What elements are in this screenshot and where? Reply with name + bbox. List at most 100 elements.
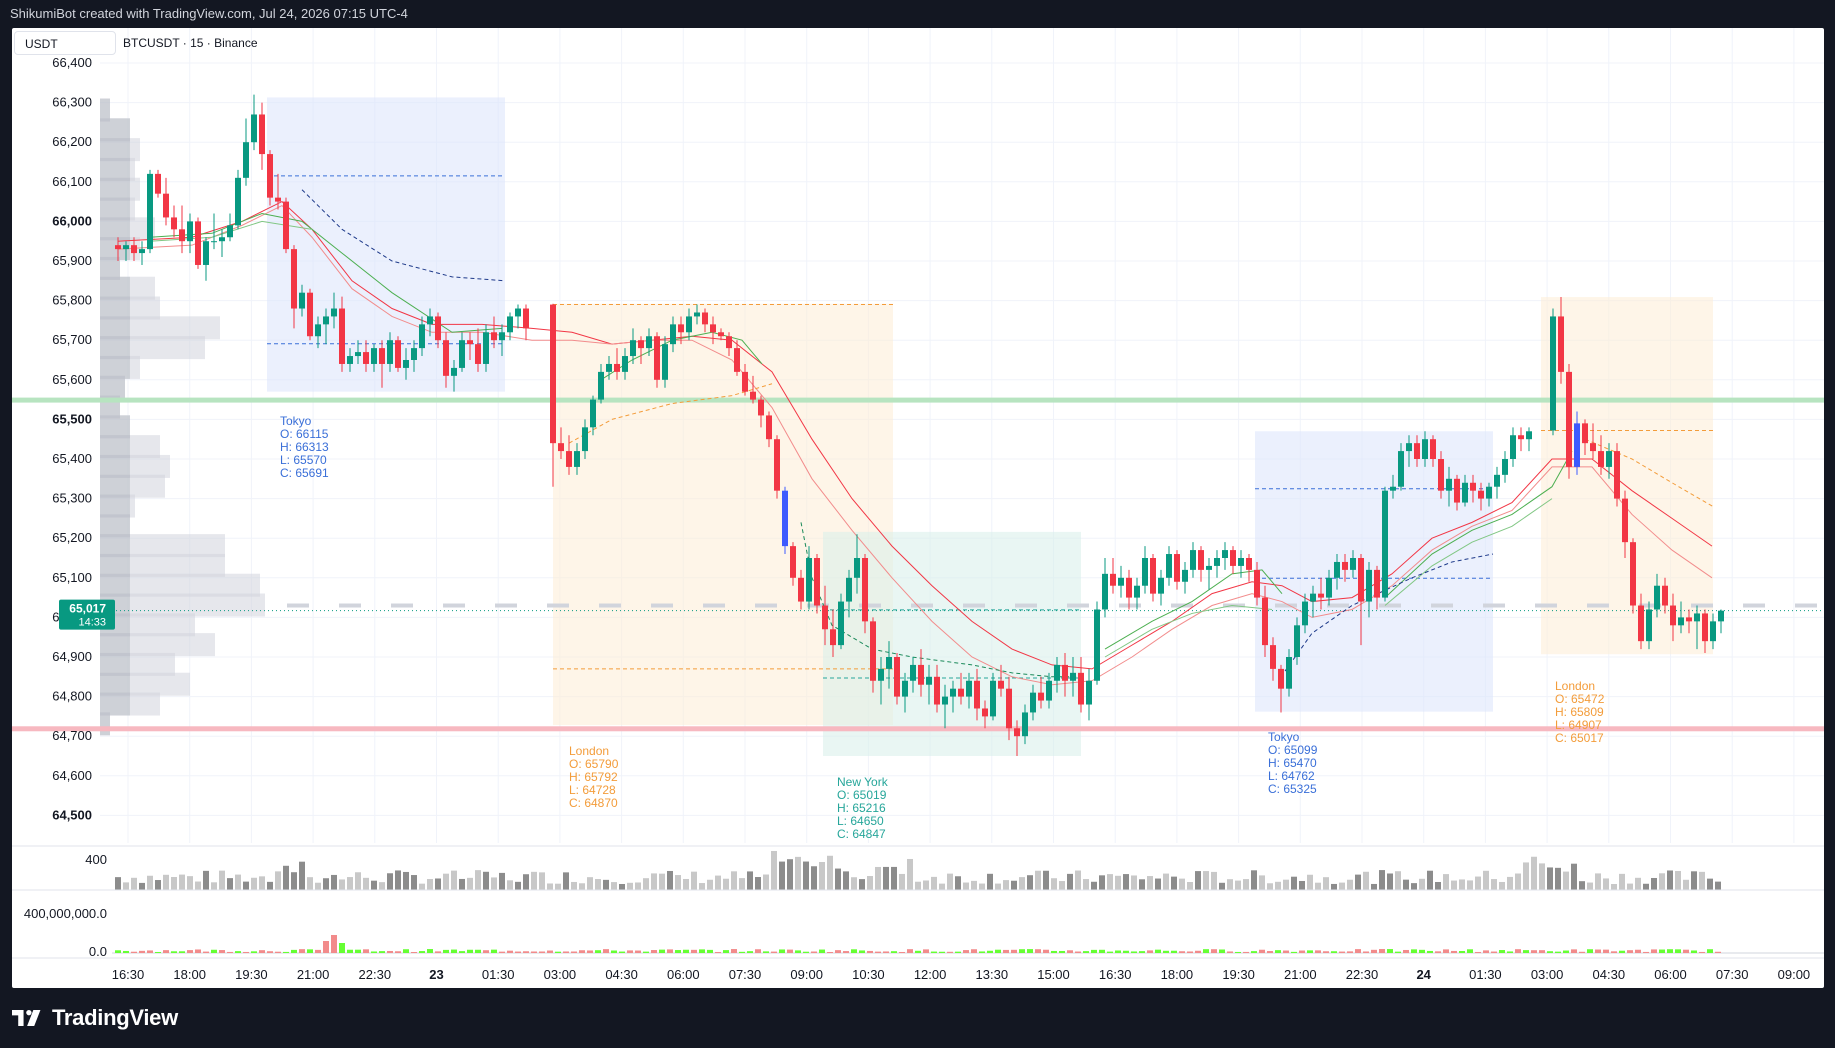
volume-bar (747, 871, 753, 890)
candle-down (435, 316, 441, 341)
candle-down (1702, 613, 1708, 642)
volume-profile-bar (100, 296, 160, 320)
oscillator-bar (451, 949, 457, 953)
volume-bar (995, 883, 1001, 890)
volume-bar (1195, 871, 1201, 890)
candle-down (1686, 617, 1692, 622)
volume-profile-bar (100, 613, 195, 637)
oscillator-bar (859, 950, 865, 953)
oscillator-bar (1227, 951, 1233, 953)
oscillator-bar (1699, 951, 1705, 953)
chart-panel[interactable]: Tokyo O: 66115 H: 66313 L: 65570 C: 65691 Lon… (12, 28, 1824, 988)
candle-down (155, 173, 161, 194)
session-dashed-level (963, 603, 985, 608)
volume-bar (1555, 867, 1561, 890)
volume-bar (1371, 883, 1377, 890)
candle-up (966, 680, 972, 697)
volume-profile-bar (100, 633, 130, 657)
candle-up (686, 316, 692, 333)
oscillator-bar (491, 949, 497, 953)
oscillator-bar (987, 950, 993, 953)
support-level-green (12, 397, 1824, 403)
candle-down (1374, 569, 1380, 598)
volume-bar (1387, 873, 1393, 890)
volume-bar (651, 873, 657, 890)
volume-bar (307, 877, 313, 890)
session-dashed-level (911, 603, 933, 608)
oscillator-bar (1443, 949, 1449, 953)
volume-profile-bar (100, 672, 190, 696)
oscillator-bar (1411, 949, 1417, 953)
candle-down (195, 221, 201, 265)
volume-bar (763, 874, 769, 890)
volume-bar (507, 880, 513, 890)
oscillator-bar (1451, 950, 1457, 953)
candle-up (1214, 558, 1220, 566)
volume-bar (1139, 879, 1145, 890)
oscillator-bar (1371, 949, 1377, 953)
tradingview-logo[interactable]: TradingView (12, 1005, 178, 1031)
oscillator-bar (1211, 949, 1217, 953)
volume-profile-bar (100, 217, 155, 241)
volume-bar (219, 870, 225, 890)
candle-up (990, 680, 996, 717)
oscillator-bar (1259, 949, 1265, 953)
oscillator-bar (235, 951, 241, 953)
volume-bar (1363, 871, 1369, 890)
oscillator-bar (379, 951, 385, 953)
volume-bar (1123, 874, 1129, 890)
session-dashed-level (1639, 603, 1661, 608)
candle-down (307, 292, 313, 337)
candle-up (902, 680, 908, 697)
volume-bar (1539, 863, 1545, 890)
oscillator-bar (339, 943, 345, 953)
oscillator-bar (1531, 950, 1537, 953)
oscillator-bar (667, 949, 673, 953)
volume-bar (1707, 878, 1713, 890)
oscillator-bar (395, 951, 401, 953)
volume-profile-bar (100, 494, 130, 518)
candle-up (1142, 558, 1148, 586)
ema-green-6 (1384, 450, 1573, 598)
oscillator-bar (291, 949, 297, 953)
candle-up (886, 657, 892, 669)
volume-bar (1163, 873, 1169, 890)
volume-bar (915, 881, 921, 890)
volume-bar (611, 882, 617, 890)
volume-bar (1675, 870, 1681, 890)
oscillator-bar (1691, 950, 1697, 953)
volume-bar (1323, 877, 1329, 890)
volume-profile-bar (100, 514, 130, 538)
oscillator-bar (355, 949, 361, 953)
time-axis-label: 19:30 (1222, 967, 1255, 982)
candle-down (523, 308, 529, 329)
volume-bar (931, 876, 937, 890)
session-label-tokyo-l: L: 65570 (280, 453, 327, 467)
price-axis-label: 65,700 (52, 332, 92, 347)
oscillator-bar (1355, 949, 1361, 953)
oscillator-bar (771, 951, 777, 953)
volume-profile-bar (100, 712, 110, 736)
session-dashed-level (1535, 603, 1557, 608)
volume-bar (571, 881, 577, 890)
oscillator-bar (1339, 951, 1345, 953)
volume-pane: 400 (85, 850, 1721, 890)
volume-bar (267, 881, 273, 890)
quote-currency-button[interactable]: USDT (14, 31, 116, 55)
oscillator-bar (1075, 951, 1081, 953)
volume-bar (1283, 879, 1289, 890)
candle-up (1046, 680, 1052, 701)
volume-bar (523, 874, 529, 890)
volume-profile-bar (100, 415, 130, 439)
oscillator-bar (707, 949, 713, 953)
volume-bar (779, 861, 785, 890)
session-dashed-level (339, 603, 361, 608)
oscillator-bar (915, 950, 921, 953)
price-axis-label: 66,400 (52, 55, 92, 70)
oscillator-bar (1235, 951, 1241, 953)
candle-down (774, 439, 780, 491)
candle-up (1030, 692, 1036, 713)
volume-bar (1699, 871, 1705, 890)
oscillator-bar (1467, 949, 1473, 953)
